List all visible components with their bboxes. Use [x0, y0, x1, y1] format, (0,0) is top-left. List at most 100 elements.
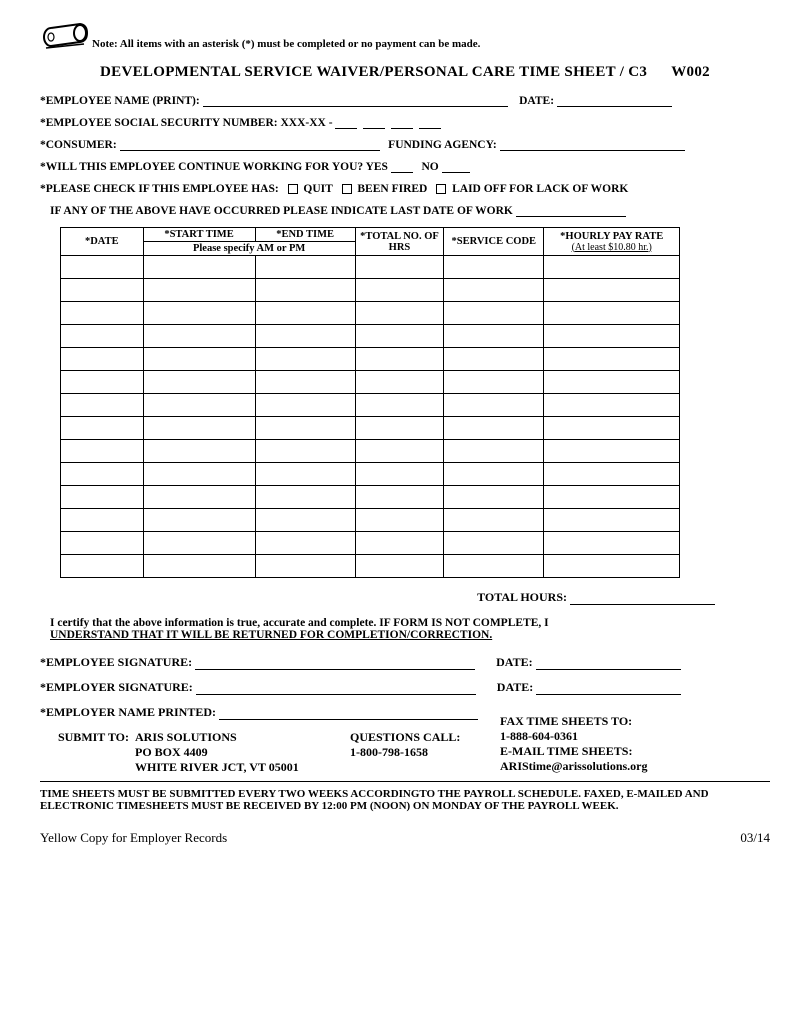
table-cell[interactable]	[61, 279, 144, 302]
table-cell[interactable]	[355, 348, 443, 371]
table-cell[interactable]	[61, 440, 144, 463]
table-cell[interactable]	[255, 348, 355, 371]
table-cell[interactable]	[355, 279, 443, 302]
table-cell[interactable]	[255, 325, 355, 348]
employee-sig-input[interactable]	[195, 669, 475, 670]
table-cell[interactable]	[444, 279, 544, 302]
table-cell[interactable]	[444, 417, 544, 440]
table-cell[interactable]	[544, 532, 680, 555]
table-cell[interactable]	[61, 302, 144, 325]
consumer-input[interactable]	[120, 150, 380, 151]
employee-name-input[interactable]	[203, 106, 508, 107]
table-cell[interactable]	[255, 440, 355, 463]
table-cell[interactable]	[143, 555, 255, 578]
table-cell[interactable]	[355, 486, 443, 509]
table-cell[interactable]	[444, 302, 544, 325]
table-cell[interactable]	[255, 463, 355, 486]
table-cell[interactable]	[143, 394, 255, 417]
table-cell[interactable]	[544, 371, 680, 394]
table-cell[interactable]	[143, 417, 255, 440]
last-date-input[interactable]	[516, 216, 626, 217]
table-cell[interactable]	[444, 256, 544, 279]
table-cell[interactable]	[143, 371, 255, 394]
table-cell[interactable]	[544, 394, 680, 417]
table-cell[interactable]	[255, 532, 355, 555]
table-cell[interactable]	[255, 555, 355, 578]
table-cell[interactable]	[61, 371, 144, 394]
ssn-input-1[interactable]	[335, 128, 357, 129]
table-cell[interactable]	[544, 555, 680, 578]
table-cell[interactable]	[355, 325, 443, 348]
table-cell[interactable]	[544, 348, 680, 371]
table-cell[interactable]	[61, 256, 144, 279]
table-cell[interactable]	[544, 463, 680, 486]
funding-agency-input[interactable]	[500, 150, 685, 151]
table-cell[interactable]	[255, 417, 355, 440]
table-cell[interactable]	[355, 509, 443, 532]
table-cell[interactable]	[143, 509, 255, 532]
table-cell[interactable]	[143, 486, 255, 509]
ssn-input-3[interactable]	[391, 128, 413, 129]
table-cell[interactable]	[61, 486, 144, 509]
table-cell[interactable]	[544, 256, 680, 279]
table-cell[interactable]	[255, 302, 355, 325]
table-cell[interactable]	[61, 555, 144, 578]
table-cell[interactable]	[444, 509, 544, 532]
employer-sig-input[interactable]	[196, 694, 476, 695]
table-cell[interactable]	[143, 440, 255, 463]
table-cell[interactable]	[61, 417, 144, 440]
table-cell[interactable]	[544, 509, 680, 532]
table-cell[interactable]	[355, 555, 443, 578]
table-cell[interactable]	[61, 325, 144, 348]
table-cell[interactable]	[444, 394, 544, 417]
table-cell[interactable]	[355, 440, 443, 463]
table-cell[interactable]	[544, 440, 680, 463]
table-cell[interactable]	[444, 440, 544, 463]
table-cell[interactable]	[255, 394, 355, 417]
table-cell[interactable]	[143, 302, 255, 325]
employer-name-input[interactable]	[219, 719, 478, 720]
date-input[interactable]	[557, 106, 672, 107]
table-cell[interactable]	[444, 371, 544, 394]
table-cell[interactable]	[355, 371, 443, 394]
table-cell[interactable]	[355, 394, 443, 417]
table-cell[interactable]	[355, 417, 443, 440]
emp-sig-date-input[interactable]	[536, 669, 681, 670]
table-cell[interactable]	[143, 532, 255, 555]
table-cell[interactable]	[255, 509, 355, 532]
laidoff-checkbox[interactable]	[436, 184, 446, 194]
table-cell[interactable]	[444, 532, 544, 555]
table-cell[interactable]	[61, 394, 144, 417]
table-cell[interactable]	[61, 463, 144, 486]
table-cell[interactable]	[444, 348, 544, 371]
ssn-input-2[interactable]	[363, 128, 385, 129]
table-cell[interactable]	[143, 348, 255, 371]
table-cell[interactable]	[444, 463, 544, 486]
employer-sig-date-input[interactable]	[536, 694, 681, 695]
table-cell[interactable]	[61, 348, 144, 371]
table-cell[interactable]	[544, 417, 680, 440]
yes-input[interactable]	[391, 172, 413, 173]
no-input[interactable]	[442, 172, 470, 173]
ssn-input-4[interactable]	[419, 128, 441, 129]
table-cell[interactable]	[355, 532, 443, 555]
total-hours-input[interactable]	[570, 604, 715, 605]
fired-checkbox[interactable]	[342, 184, 352, 194]
table-cell[interactable]	[255, 371, 355, 394]
table-cell[interactable]	[143, 279, 255, 302]
quit-checkbox[interactable]	[288, 184, 298, 194]
table-cell[interactable]	[355, 463, 443, 486]
table-cell[interactable]	[143, 463, 255, 486]
table-cell[interactable]	[61, 532, 144, 555]
table-cell[interactable]	[355, 302, 443, 325]
table-cell[interactable]	[143, 325, 255, 348]
table-cell[interactable]	[355, 256, 443, 279]
table-cell[interactable]	[544, 486, 680, 509]
table-cell[interactable]	[444, 486, 544, 509]
table-cell[interactable]	[61, 509, 144, 532]
table-cell[interactable]	[544, 302, 680, 325]
table-cell[interactable]	[544, 325, 680, 348]
table-cell[interactable]	[255, 279, 355, 302]
table-cell[interactable]	[444, 325, 544, 348]
table-cell[interactable]	[143, 256, 255, 279]
